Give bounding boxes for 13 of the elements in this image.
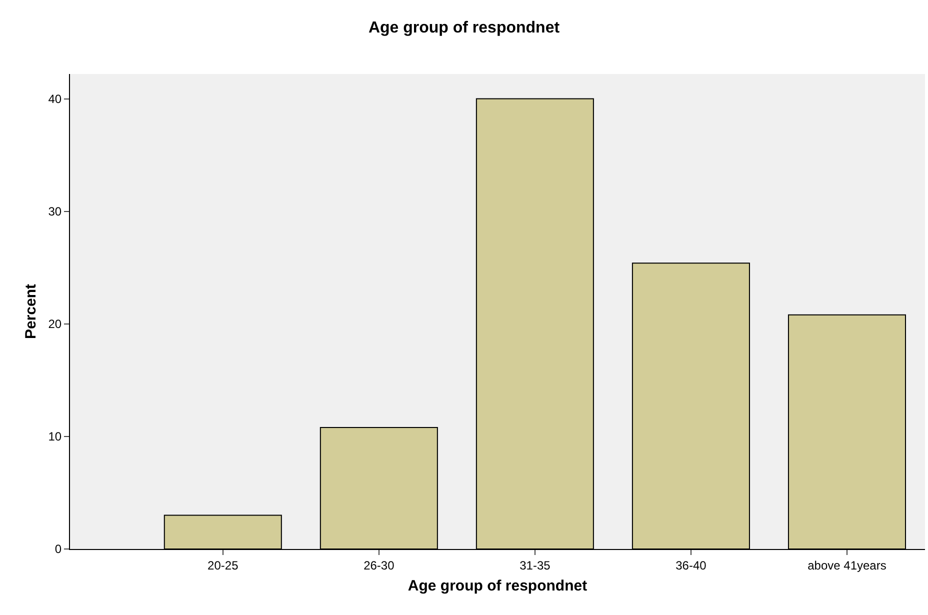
y-tick-label: 20 bbox=[48, 317, 62, 332]
x-tick-label: above 41years bbox=[808, 558, 886, 572]
x-tick-label: 31-35 bbox=[520, 558, 551, 572]
chart-title: Age group of respondnet bbox=[368, 20, 560, 37]
y-axis-title: Percent bbox=[22, 284, 40, 340]
y-tick-label: 30 bbox=[48, 204, 62, 219]
y-tick-label: 40 bbox=[48, 92, 62, 106]
x-axis-title: Age group of respondnet bbox=[408, 577, 588, 594]
x-tick-label: 36-40 bbox=[676, 558, 707, 572]
y-tick-label: 10 bbox=[48, 430, 62, 444]
x-tick-label: 20-25 bbox=[208, 558, 239, 572]
x-tick-label: 26-30 bbox=[364, 558, 395, 572]
y-tick-label: 0 bbox=[54, 542, 62, 556]
